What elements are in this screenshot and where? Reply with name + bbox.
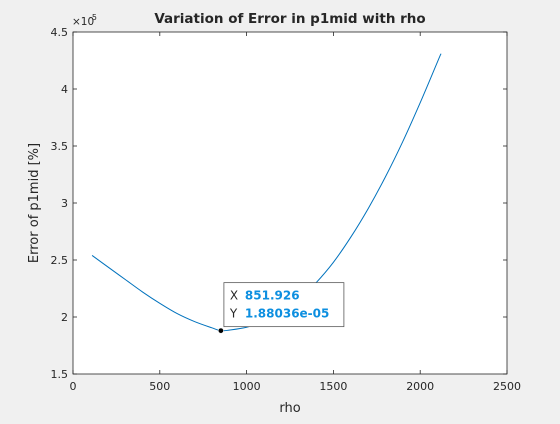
y-tick-label: 4.5 [51,26,69,39]
x-tick-label: 500 [149,380,170,393]
y-exponent-base: ×10 [72,16,94,28]
y-tick-label: 4 [61,83,68,96]
x-tick-label: 2000 [406,380,434,393]
datatip-x-label: X [230,289,238,303]
x-tick-label: 1000 [233,380,261,393]
datatip-marker [218,327,224,334]
y-exponent-value: -5 [89,13,97,22]
y-tick-label: 3.5 [51,140,69,153]
x-axis-label: rho [279,401,300,416]
y-tick-label: 2 [61,311,68,324]
chart-title: Variation of Error in p1mid with rho [154,11,425,27]
y-tick-label: 1.5 [51,368,69,381]
datatip-y-value: 1.88036e-05 [245,307,329,321]
axes-box [72,31,508,375]
datatip-box [223,282,345,328]
y-tick-label: 2.5 [51,254,69,267]
datatip[interactable]: X 851.926 Y 1.88036e-05 [218,282,345,334]
ticks-layer: 0 500 1000 1500 2000 2500 1.5 2 2.5 3 3.5 4 4.5 [51,26,522,393]
x-tick-label: 2500 [493,380,521,393]
x-tick-label: 0 [70,380,77,393]
datatip-x-value: 851.926 [245,289,300,303]
y-tick-label: 3 [61,197,68,210]
datatip-y-label: Y [229,307,238,321]
x-tick-label: 1500 [319,380,347,393]
y-axis-label: Error of p1mid [%] [27,143,42,263]
